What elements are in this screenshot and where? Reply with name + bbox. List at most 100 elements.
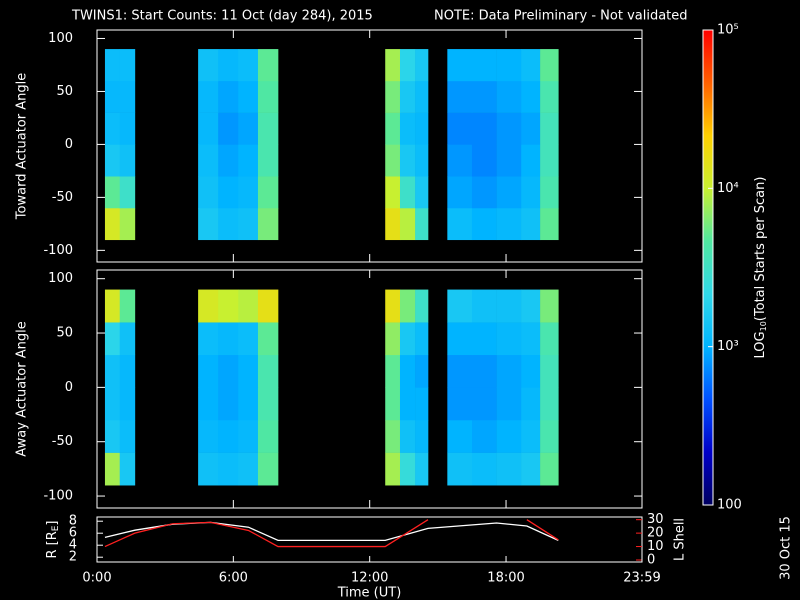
heatmap-cell <box>521 354 541 388</box>
heatmap-cell <box>104 144 121 177</box>
y-tick-label: 100 <box>48 31 73 46</box>
heatmap-cell <box>471 387 497 421</box>
x-tick-label: 18:00 <box>487 571 524 586</box>
series-line <box>104 521 559 542</box>
heatmap-cell <box>540 354 559 388</box>
heatmap-cell <box>399 322 416 356</box>
heatmap-cell <box>198 387 219 421</box>
heatmap-cell <box>198 49 219 82</box>
heatmap-cell <box>104 289 121 323</box>
heatmap-cell <box>540 322 559 356</box>
heatmap-cell <box>198 80 219 113</box>
series-line <box>104 519 559 548</box>
heatmap-cell <box>238 387 259 421</box>
heatmap-cell <box>104 354 121 388</box>
heatmap-cell <box>257 144 279 177</box>
y-axis-label: Away Actuator Angle <box>15 321 30 456</box>
heatmap-cell <box>257 354 279 388</box>
y-axis-label-part: E <box>51 525 61 531</box>
colorbar <box>702 29 714 506</box>
heatmap-cell <box>540 289 559 323</box>
heatmap-cell <box>415 387 429 421</box>
heatmap-cell <box>415 289 429 323</box>
colorbar-label-part: 10 <box>759 321 768 331</box>
heatmap-cell <box>257 207 279 241</box>
heatmap-cell <box>119 289 136 323</box>
heatmap-cell <box>218 207 239 241</box>
heatmap-cell <box>399 452 416 486</box>
heatmap-cell <box>257 49 279 82</box>
heatmap-cell <box>104 452 121 486</box>
heatmap-cell <box>399 419 416 453</box>
y-tick-label: 0 <box>65 380 73 395</box>
heatmap-cell <box>447 49 473 82</box>
heatmap-cell <box>218 452 239 486</box>
y-tick-label: 8 <box>69 514 77 529</box>
heatmap-cell <box>399 289 416 323</box>
y-tick-label: 2 <box>69 550 77 565</box>
heatmap-cell <box>238 49 259 82</box>
heatmap-cell <box>471 354 497 388</box>
date-stamp: 30 Oct 15 <box>779 516 794 580</box>
heatmap-cell <box>496 49 522 82</box>
heatmap-cell <box>257 176 279 209</box>
heatmap-cell <box>521 387 541 421</box>
heatmap-cell <box>399 80 416 113</box>
heatmap-cell <box>447 354 473 388</box>
heatmap-cell <box>198 419 219 453</box>
heatmap-cell <box>218 354 239 388</box>
heatmap-cell <box>385 80 401 113</box>
y-tick-label: 4 <box>69 538 77 553</box>
heatmap-cell <box>540 144 559 177</box>
heatmap-cell <box>447 80 473 113</box>
y-tick-label: 50 <box>56 326 73 341</box>
y2-tick-label: 30 <box>647 512 664 527</box>
heatmap-cell <box>119 207 136 241</box>
heatmap-cell <box>385 419 401 453</box>
heatmap-cell <box>496 144 522 177</box>
heatmap-cell <box>104 176 121 209</box>
heatmap-cell <box>540 207 559 241</box>
heatmap-cell <box>540 419 559 453</box>
heatmap-cell <box>415 112 429 145</box>
heatmap-cell <box>447 387 473 421</box>
y-axis-label-part: ] <box>45 520 60 525</box>
heatmap-cell <box>257 80 279 113</box>
heatmap-cell <box>496 112 522 145</box>
heatmap-cell <box>238 176 259 209</box>
heatmap-cell <box>119 176 136 209</box>
heatmap-cell <box>521 80 541 113</box>
colorbar-tick-label: 10³ <box>717 339 739 354</box>
heatmap-cell <box>119 354 136 388</box>
y-tick-label: 50 <box>56 84 73 99</box>
heatmap-cell <box>496 207 522 241</box>
heatmap-cell <box>119 144 136 177</box>
heatmap-cell <box>415 322 429 356</box>
heatmap-cell <box>119 419 136 453</box>
heatmap-cell <box>540 452 559 486</box>
heatmap-cell <box>521 289 541 323</box>
heatmap-cell <box>385 289 401 323</box>
chart-title: TWINS1: Start Counts: 11 Oct (day 284), … <box>71 9 373 24</box>
x-axis-label: Time (UT) <box>337 586 402 600</box>
heatmap-cell <box>385 176 401 209</box>
heatmap-cell <box>257 322 279 356</box>
heatmap-cell <box>471 322 497 356</box>
heatmap-cell <box>119 49 136 82</box>
heatmap-cell <box>415 452 429 486</box>
y-axis-label: Toward Actuator Angle <box>15 73 30 220</box>
colorbar-label-part: (Total Starts per Scan) <box>753 177 768 322</box>
heatmap-cell <box>218 176 239 209</box>
heatmap-cell <box>238 144 259 177</box>
heatmap-cell <box>496 387 522 421</box>
heatmap-cell <box>447 289 473 323</box>
heatmap-cell <box>385 452 401 486</box>
heatmap-cell <box>471 112 497 145</box>
heatmap-cell <box>496 176 522 209</box>
heatmap-cell <box>415 419 429 453</box>
colorbar-label-part: LOG <box>753 331 768 358</box>
colorbar-label: LOG10(Total Starts per Scan) <box>753 177 768 359</box>
heatmap-cell <box>119 387 136 421</box>
heatmap-cell <box>540 80 559 113</box>
x-tick-label: 12:00 <box>351 571 388 586</box>
